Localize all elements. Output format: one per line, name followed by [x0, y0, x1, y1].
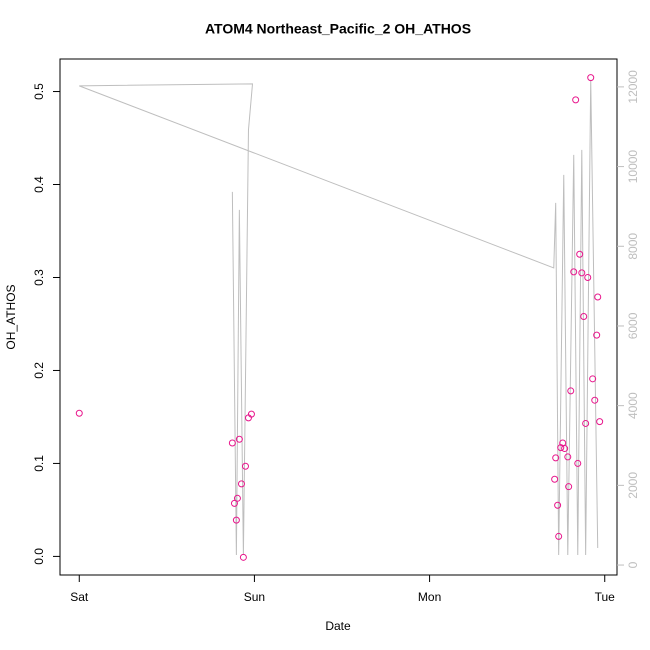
point [228, 439, 236, 447]
point [582, 419, 590, 427]
point [578, 269, 586, 277]
point [232, 516, 240, 524]
y2-tick-label: 4000 [626, 392, 640, 419]
point [591, 396, 599, 404]
point [594, 293, 602, 301]
y-tick-label: 0.5 [32, 83, 46, 100]
point [589, 375, 597, 383]
y-axis-label: OH_ATHOS [4, 284, 18, 349]
point [584, 273, 592, 281]
y2-tick-label: 2000 [626, 472, 640, 499]
point [552, 454, 560, 462]
point [570, 268, 578, 276]
point [554, 501, 562, 509]
point [230, 499, 238, 507]
point [564, 453, 572, 461]
y-tick-label: 0.0 [32, 548, 46, 565]
y2-tick-label: 10000 [626, 150, 640, 184]
point [572, 96, 580, 104]
y-tick-label: 0.3 [32, 269, 46, 286]
x-tick-label: Sat [70, 590, 89, 604]
y-tick-label: 0.4 [32, 176, 46, 193]
x-tick-label: Tue [595, 590, 616, 604]
y2-tick-label: 8000 [626, 233, 640, 260]
y2-tick-label: 0 [626, 561, 640, 568]
point [580, 313, 588, 321]
point [593, 331, 601, 339]
point [75, 409, 83, 417]
chart-title: ATOM4 Northeast_Pacific_2 OH_ATHOS [205, 21, 471, 37]
point [574, 459, 582, 467]
point [567, 387, 575, 395]
y-tick-label: 0.1 [32, 455, 46, 472]
y2-tick-label: 12000 [626, 70, 640, 104]
point [576, 250, 584, 258]
x-axis-label: Date [325, 619, 351, 633]
y2-tick-label: 6000 [626, 312, 640, 339]
point [237, 480, 245, 488]
y-tick-label: 0.2 [32, 362, 46, 379]
point [235, 435, 243, 443]
point [587, 74, 595, 82]
point [233, 494, 241, 502]
plot-box [59, 58, 618, 576]
point [557, 444, 565, 452]
point [565, 483, 573, 491]
x-tick-label: Mon [418, 590, 441, 604]
point [561, 445, 569, 453]
point [555, 532, 563, 540]
point [239, 553, 247, 561]
point [596, 418, 604, 426]
point [247, 410, 255, 418]
x-tick-label: Sun [244, 590, 265, 604]
point [551, 475, 559, 483]
point [241, 462, 249, 470]
line-series [79, 79, 599, 556]
